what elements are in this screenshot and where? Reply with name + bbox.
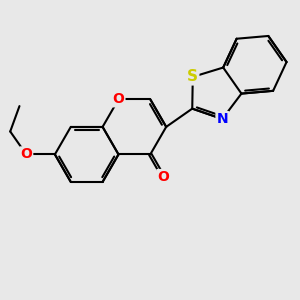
Text: O: O: [112, 92, 124, 106]
Text: O: O: [158, 170, 169, 184]
Text: N: N: [217, 112, 228, 126]
Text: O: O: [20, 147, 32, 161]
Text: S: S: [187, 69, 198, 84]
